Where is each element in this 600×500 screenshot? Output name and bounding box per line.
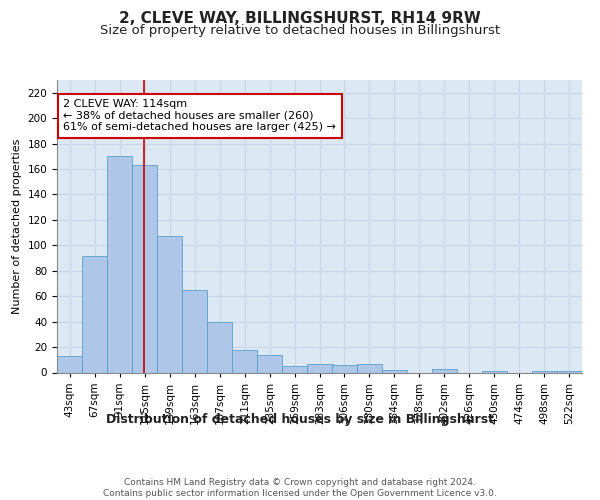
Bar (232, 350, 257, 372)
Bar (207, 322, 232, 372)
Bar (82, 256, 107, 372)
Bar (332, 365, 356, 372)
Bar (557, 371, 582, 372)
Bar (157, 236, 182, 372)
Text: 2 CLEVE WAY: 114sqm
← 38% of detached houses are smaller (260)
61% of semi-detac: 2 CLEVE WAY: 114sqm ← 38% of detached ho… (63, 99, 336, 132)
Bar (382, 370, 407, 372)
Text: Distribution of detached houses by size in Billingshurst: Distribution of detached houses by size … (106, 412, 494, 426)
Bar (432, 368, 457, 372)
Text: 2, CLEVE WAY, BILLINGSHURST, RH14 9RW: 2, CLEVE WAY, BILLINGSHURST, RH14 9RW (119, 11, 481, 26)
Bar (107, 156, 132, 372)
Bar (132, 165, 157, 372)
Bar (356, 364, 382, 372)
Y-axis label: Number of detached properties: Number of detached properties (12, 138, 22, 314)
Bar (532, 371, 557, 372)
Bar (182, 290, 207, 372)
Text: Contains HM Land Registry data © Crown copyright and database right 2024.
Contai: Contains HM Land Registry data © Crown c… (103, 478, 497, 498)
Bar (283, 366, 307, 372)
Text: Size of property relative to detached houses in Billingshurst: Size of property relative to detached ho… (100, 24, 500, 37)
Bar (257, 354, 283, 372)
Bar (307, 364, 332, 372)
Bar (57, 356, 82, 372)
Bar (482, 371, 507, 372)
